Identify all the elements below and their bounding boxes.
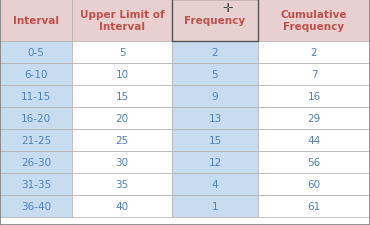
Text: 15: 15	[208, 135, 222, 145]
Text: Cumulative
Frequency: Cumulative Frequency	[281, 10, 347, 32]
Text: 25: 25	[115, 135, 129, 145]
Text: 61: 61	[307, 201, 321, 211]
Bar	[72, 129, 172, 151]
Text: 1: 1	[212, 201, 218, 211]
Bar	[258, 173, 370, 195]
Bar	[172, 0, 258, 42]
Bar	[0, 195, 72, 217]
Bar	[258, 86, 370, 108]
Text: 0-5: 0-5	[27, 48, 44, 58]
Text: 60: 60	[307, 179, 320, 189]
Bar	[72, 64, 172, 86]
Text: Upper Limit of
Interval: Upper Limit of Interval	[80, 10, 164, 32]
Text: ✛: ✛	[223, 2, 233, 14]
Bar	[258, 64, 370, 86]
Text: 13: 13	[208, 113, 222, 124]
Text: 12: 12	[208, 157, 222, 167]
Bar	[258, 129, 370, 151]
Text: 21-25: 21-25	[21, 135, 51, 145]
Text: 29: 29	[307, 113, 321, 124]
Bar	[172, 64, 258, 86]
Bar	[72, 42, 172, 64]
Bar	[0, 64, 72, 86]
Bar	[72, 108, 172, 129]
Text: 31-35: 31-35	[21, 179, 51, 189]
Text: 5: 5	[212, 70, 218, 80]
Bar	[172, 86, 258, 108]
Bar	[0, 86, 72, 108]
Bar	[172, 42, 258, 64]
Text: 5: 5	[119, 48, 125, 58]
Text: 40: 40	[115, 201, 128, 211]
Text: 10: 10	[115, 70, 128, 80]
Text: Frequency: Frequency	[184, 16, 246, 26]
Text: 7: 7	[311, 70, 317, 80]
Text: 56: 56	[307, 157, 321, 167]
Text: 26-30: 26-30	[21, 157, 51, 167]
Bar	[172, 195, 258, 217]
Bar	[172, 151, 258, 173]
Bar	[258, 0, 370, 42]
Bar	[72, 151, 172, 173]
Text: 35: 35	[115, 179, 129, 189]
Bar	[172, 129, 258, 151]
Bar	[0, 151, 72, 173]
Text: 9: 9	[212, 92, 218, 101]
Text: 15: 15	[115, 92, 129, 101]
Text: 20: 20	[115, 113, 128, 124]
Text: 30: 30	[115, 157, 128, 167]
Text: 16-20: 16-20	[21, 113, 51, 124]
Text: Interval: Interval	[13, 16, 59, 26]
Bar	[172, 108, 258, 129]
Text: 6-10: 6-10	[24, 70, 48, 80]
Text: Frequency: Frequency	[184, 16, 246, 26]
Bar	[72, 86, 172, 108]
Bar	[258, 42, 370, 64]
Bar	[72, 0, 172, 42]
Bar	[72, 173, 172, 195]
Bar	[0, 173, 72, 195]
Bar	[0, 108, 72, 129]
Bar	[0, 0, 72, 42]
Bar	[72, 195, 172, 217]
Text: 11-15: 11-15	[21, 92, 51, 101]
Text: 4: 4	[212, 179, 218, 189]
Text: 44: 44	[307, 135, 321, 145]
Bar	[172, 173, 258, 195]
Bar	[172, 0, 258, 42]
Bar	[258, 151, 370, 173]
Bar	[258, 195, 370, 217]
Text: 36-40: 36-40	[21, 201, 51, 211]
Text: 2: 2	[212, 48, 218, 58]
Text: 16: 16	[307, 92, 321, 101]
Bar	[0, 42, 72, 64]
Bar	[0, 129, 72, 151]
Bar	[258, 108, 370, 129]
Text: 2: 2	[311, 48, 317, 58]
